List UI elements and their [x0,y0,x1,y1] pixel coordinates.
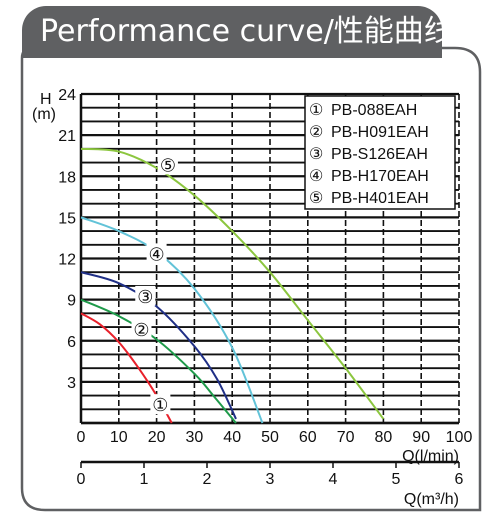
legend-box [304,95,456,210]
x-tick-label: 70 [337,429,355,446]
x-tick-label: 60 [299,429,317,446]
x2-tick-label: 0 [77,471,86,488]
x-tick-label: 40 [223,429,241,446]
legend-marker: ④ [309,168,323,185]
curve-label-bg [150,394,171,415]
x2-tick-label: 5 [392,471,401,488]
series-line-4 [80,216,264,424]
legend-entry: PB-H170EAH [331,168,429,185]
legend-marker: ② [309,124,323,141]
y-tick-label: 21 [58,128,76,145]
curve-label-bg [157,154,178,175]
curve-label-5: ⑤ [160,155,176,175]
x2-tick-label: 6 [455,471,464,488]
curve-label-1: ① [152,395,168,415]
x-tick-label: 0 [77,429,86,446]
curve-label-bg [146,243,167,264]
x-tick-label: 50 [261,429,279,446]
y-tick-label: 12 [58,252,76,269]
x2-tick-label: 1 [140,471,149,488]
page-title: Performance curve/性能曲线 [40,14,454,49]
x2-axis-label: Q(m³/h) [404,491,459,508]
y-tick-label: 3 [67,375,76,392]
y-tick-label: 6 [67,334,76,351]
curve-label-3: ③ [137,287,153,307]
curve-label-4: ④ [149,244,165,264]
x-tick-label: 10 [110,429,128,446]
legend-entry: PB-H091EAH [331,124,429,141]
y-tick-label: 9 [67,293,76,310]
legend-marker: ① [309,102,323,119]
x-tick-label: 30 [186,429,204,446]
x-tick-label: 80 [375,429,393,446]
curve-label-2: ② [133,320,149,340]
series-line-2 [80,298,237,424]
x2-tick-label: 2 [203,471,212,488]
x-tick-label: 20 [148,429,166,446]
legend-entry: PB-H401EAH [331,190,429,207]
curve-label-bg [135,285,156,306]
header-bar [22,6,442,58]
y-axis-label: H [40,91,52,108]
x2-tick-label: 3 [266,471,275,488]
legend-entry: PB-088EAH [331,102,417,119]
y-tick-label: 15 [58,210,76,227]
legend-entry: PB-S126EAH [331,146,428,163]
series-line-5 [80,147,385,420]
legend-marker: ⑤ [309,190,323,207]
series-line-3 [80,271,237,420]
x2-tick-label: 4 [329,471,338,488]
y-tick-label: 18 [58,169,76,186]
x-tick-label: 90 [412,429,430,446]
x-tick-label: 100 [446,429,473,446]
y-tick-label: 24 [58,87,76,104]
legend-marker: ③ [309,146,323,163]
y-axis-unit: (m) [32,106,56,123]
curve-label-bg [131,318,152,339]
